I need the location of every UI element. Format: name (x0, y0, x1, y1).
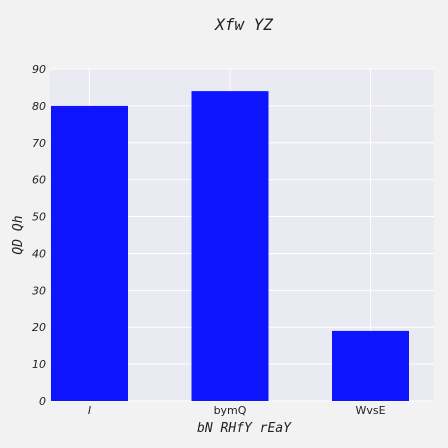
x-tick-label: WvsE (355, 404, 385, 417)
y-tick-label: 0 (39, 395, 46, 408)
x-axis-label: bN RHfY rEaY (197, 421, 292, 436)
y-tick-labels: 0 10 20 30 40 50 60 70 80 90 (32, 63, 46, 408)
y-tick-label: 40 (32, 247, 46, 260)
bars (51, 91, 409, 401)
x-tick-label: bymQ (214, 404, 247, 417)
y-tick-label: 90 (32, 63, 46, 76)
y-tick-label: 20 (32, 321, 46, 334)
bar-WvsE (332, 330, 409, 401)
y-tick-label: 50 (32, 211, 46, 224)
y-tick-label: 80 (32, 100, 46, 113)
y-tick-label: 70 (32, 137, 46, 150)
x-tick-label: I (88, 404, 91, 417)
y-axis-label: QD Qh (11, 215, 26, 254)
bar-I (51, 105, 128, 401)
chart-title: Xfw YZ (214, 15, 273, 34)
y-tick-label: 10 (32, 358, 46, 371)
y-tick-label: 30 (32, 284, 46, 297)
y-tick-label: 60 (32, 174, 46, 187)
bar-bymQ (191, 91, 269, 401)
